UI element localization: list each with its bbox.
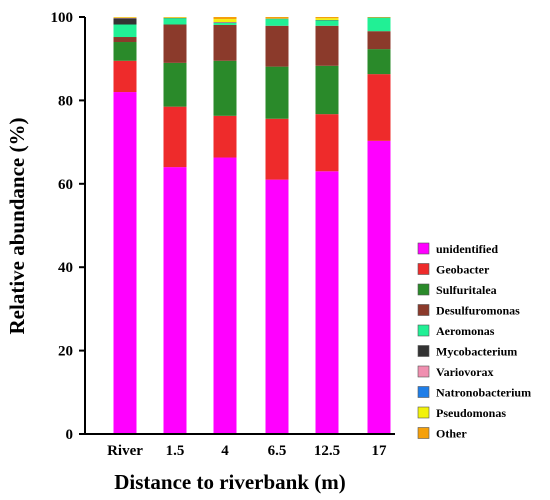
legend-label-desulfuromonas: Desulfuromonas — [436, 304, 520, 318]
legend-label-natronobacterium: Natronobacterium — [436, 386, 531, 400]
bar-segment-other-3 — [265, 17, 289, 19]
x-tick-label-5: 17 — [372, 443, 388, 459]
bar-segment-unidentified-3 — [265, 179, 289, 434]
legend-swatch-mycobacterium — [417, 345, 430, 357]
legend-swatch-other — [417, 427, 430, 439]
bar-segment-sulfuritalea-4 — [315, 65, 339, 115]
bar-segment-aeromonas-4 — [315, 20, 339, 26]
bar-segment-desulfuromonas-1 — [163, 24, 187, 63]
bar-segment-unidentified-5 — [367, 140, 391, 434]
bar-segment-geobacter-5 — [367, 74, 391, 141]
bar-segment-aeromonas-1 — [163, 18, 187, 25]
x-tick-label-2: 4 — [221, 443, 229, 459]
x-tick-label-4: 12.5 — [314, 443, 340, 459]
bar-segment-aeromonas-5 — [367, 17, 391, 32]
bar-segment-pseudomonas-2 — [213, 19, 237, 23]
bar-segment-desulfuromonas-0 — [113, 37, 137, 43]
bar-segment-desulfuromonas-2 — [213, 24, 237, 61]
legend-label-other: Other — [436, 427, 467, 441]
x-tick-label-1: 1.5 — [166, 443, 185, 459]
bar-segment-sulfuritalea-0 — [113, 42, 137, 61]
y-tick-label-0: 0 — [66, 427, 74, 443]
y-tick-label-40: 40 — [58, 260, 73, 276]
bar-segment-geobacter-0 — [113, 60, 137, 93]
legend-swatch-unidentified — [417, 242, 430, 255]
legend-swatch-aeromonas — [417, 324, 430, 337]
x-axis-title: Distance to riverbank (m) — [114, 470, 346, 494]
bar-segment-desulfuromonas-3 — [265, 25, 289, 67]
bar-segment-other-4 — [315, 17, 339, 19]
bar-segment-geobacter-4 — [315, 114, 339, 172]
axes-layer — [79, 16, 395, 435]
legend-label-geobacter: Geobacter — [436, 263, 490, 277]
legend-label-aeromonas: Aeromonas — [436, 324, 495, 338]
labels-layer: 0 20 40 60 80 100 River 1.5 4 6.5 12.5 17 — [51, 10, 388, 459]
bar-segment-mycobacterium-0 — [113, 18, 137, 25]
legend-swatch-pseudomonas — [417, 406, 430, 419]
legend-swatch-desulfuromonas — [417, 304, 430, 316]
bar-segment-unidentified-0 — [113, 92, 137, 434]
legend-swatch-variovorax — [417, 365, 430, 378]
bar-segment-geobacter-3 — [265, 118, 289, 180]
y-tick-label-60: 60 — [58, 177, 73, 193]
legend-swatch-natronobacterium — [417, 386, 430, 398]
legend-label-sulfuritalea: Sulfuritalea — [436, 283, 497, 297]
bar-segment-other-2 — [213, 17, 237, 20]
bar-segment-desulfuromonas-5 — [367, 31, 391, 50]
x-tick-label-3: 6.5 — [268, 443, 287, 459]
legend-label-mycobacterium: Mycobacterium — [436, 345, 517, 359]
bar-segment-desulfuromonas-4 — [315, 25, 339, 66]
legend-swatch-geobacter — [417, 263, 430, 275]
bar-segment-sulfuritalea-2 — [213, 60, 237, 116]
legend-label-variovorax: Variovorax — [436, 365, 494, 379]
bar-segment-unidentified-1 — [163, 167, 187, 434]
bar-segment-pseudomonas-4 — [315, 18, 339, 20]
bar-segment-sulfuritalea-3 — [265, 66, 289, 119]
bar-segment-unidentified-4 — [315, 171, 339, 435]
bar-segment-geobacter-1 — [163, 106, 187, 168]
bar-segment-aeromonas-0 — [113, 24, 137, 38]
legend: unidentified Geobacter Sulfuritalea Desulfu… — [417, 242, 531, 441]
bar-segment-sulfuritalea-1 — [163, 62, 187, 107]
legend-label-pseudomonas: Pseudomonas — [436, 406, 506, 420]
bar-segment-sulfuritalea-5 — [367, 49, 391, 75]
y-axis-title: Relative abundance (%) — [5, 118, 29, 335]
y-tick-label-20: 20 — [58, 344, 73, 360]
x-tick-label-0: River — [107, 443, 143, 459]
bar-segment-unidentified-2 — [213, 157, 237, 435]
legend-label-unidentified: unidentified — [436, 242, 498, 256]
bar-segment-geobacter-2 — [213, 115, 237, 158]
bars-layer — [113, 17, 391, 435]
bar-segment-aeromonas-2 — [213, 22, 237, 25]
y-tick-label-80: 80 — [58, 93, 73, 109]
bar-segment-aeromonas-3 — [265, 19, 289, 26]
y-tick-label-100: 100 — [51, 10, 74, 26]
legend-swatch-sulfuritalea — [417, 283, 430, 296]
